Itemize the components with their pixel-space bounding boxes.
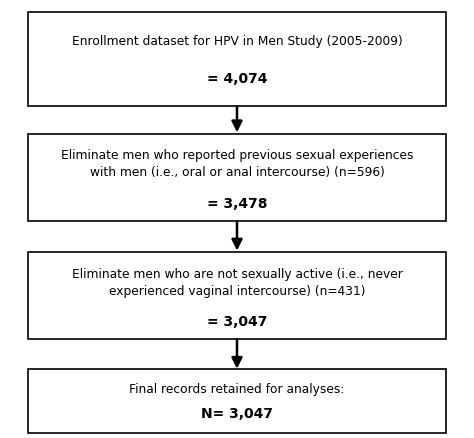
- FancyBboxPatch shape: [28, 369, 446, 433]
- FancyBboxPatch shape: [28, 134, 446, 221]
- Text: Enrollment dataset for HPV in Men Study (2005-2009): Enrollment dataset for HPV in Men Study …: [72, 35, 402, 48]
- Text: Eliminate men who are not sexually active (i.e., never
experienced vaginal inter: Eliminate men who are not sexually activ…: [72, 268, 402, 297]
- Text: = 3,047: = 3,047: [207, 315, 267, 329]
- Text: = 3,478: = 3,478: [207, 197, 267, 211]
- Text: Final records retained for analyses:: Final records retained for analyses:: [129, 383, 345, 396]
- FancyBboxPatch shape: [28, 12, 446, 106]
- FancyBboxPatch shape: [28, 252, 446, 339]
- Text: = 4,074: = 4,074: [207, 72, 267, 86]
- Text: N= 3,047: N= 3,047: [201, 407, 273, 421]
- Text: Eliminate men who reported previous sexual experiences
with men (i.e., oral or a: Eliminate men who reported previous sexu…: [61, 149, 413, 179]
